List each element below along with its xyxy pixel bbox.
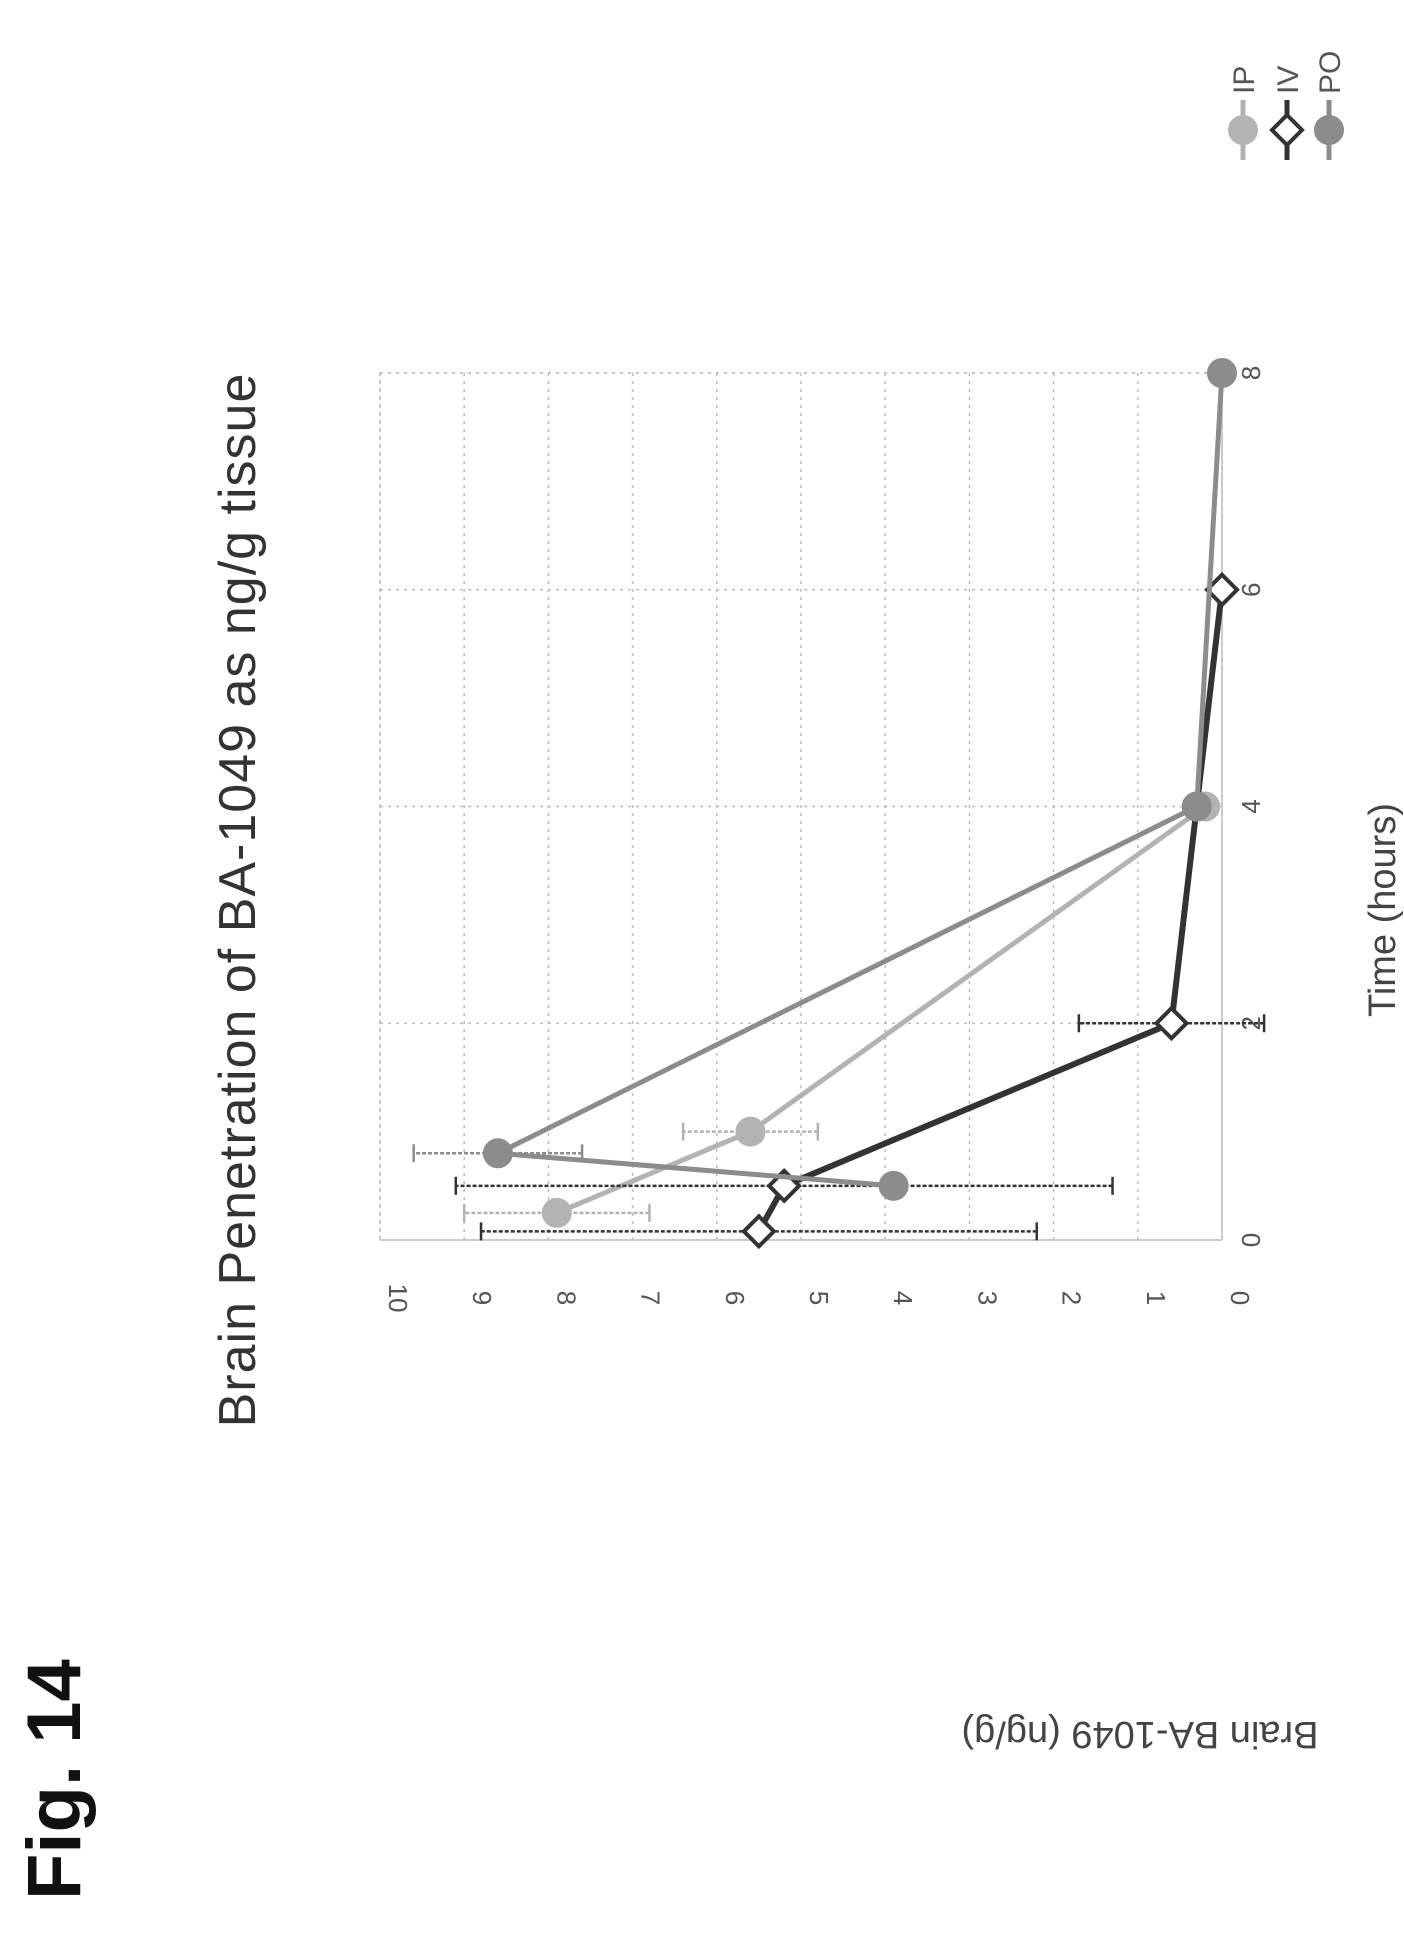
x-tick-label-0: 0 xyxy=(1236,1233,1266,1247)
y-tick-label-5: 5 xyxy=(804,1291,834,1305)
x-tick-label-6: 6 xyxy=(1236,583,1266,597)
y-tick-label-10: 10 xyxy=(383,1284,413,1313)
x-tick-label-4: 4 xyxy=(1236,799,1266,813)
point-po-2 xyxy=(1181,791,1212,822)
series-line-po xyxy=(488,372,1225,1189)
x-axis-label: Time (hours) xyxy=(1362,803,1404,1017)
figure-label: Fig. 14 xyxy=(12,1659,97,1900)
y-tick-label-8: 8 xyxy=(551,1291,581,1305)
y-tick-label-3: 3 xyxy=(972,1291,1002,1305)
point-po-3 xyxy=(1207,358,1237,388)
point-po-0 xyxy=(878,1170,909,1201)
point-iv-2 xyxy=(1153,1005,1190,1042)
point-iv-0 xyxy=(741,1213,777,1250)
series-line-ip xyxy=(555,804,1207,1216)
legend-marker-ip xyxy=(1228,115,1258,145)
y-tick-label-1: 1 xyxy=(1141,1291,1171,1305)
chart-title: Brain Penetration of BA-1049 as ng/g tis… xyxy=(209,373,267,1428)
legend-label-iv: IV xyxy=(1272,66,1305,94)
y-tick-label-0: 0 xyxy=(1225,1291,1255,1305)
point-po-1 xyxy=(482,1138,513,1169)
y-tick-label-4: 4 xyxy=(888,1291,918,1305)
y-tick-label-6: 6 xyxy=(720,1291,750,1305)
x-tick-label-8: 8 xyxy=(1236,366,1266,380)
y-axis-label: Brain BA-1049 (ng/g) xyxy=(962,1713,1319,1755)
y-tick-label-9: 9 xyxy=(467,1291,497,1305)
point-ip-1 xyxy=(735,1116,766,1147)
legend-marker-iv xyxy=(1269,112,1305,148)
point-ip-0 xyxy=(541,1197,572,1228)
legend-marker-po xyxy=(1314,115,1344,145)
y-tick-label-7: 7 xyxy=(636,1291,666,1305)
y-tick-label-2: 2 xyxy=(1057,1291,1087,1305)
legend: IP IV PO xyxy=(1228,51,1347,160)
plot-border xyxy=(379,372,1223,1241)
legend-label-po: PO xyxy=(1314,51,1347,94)
legend-label-ip: IP xyxy=(1228,66,1261,94)
